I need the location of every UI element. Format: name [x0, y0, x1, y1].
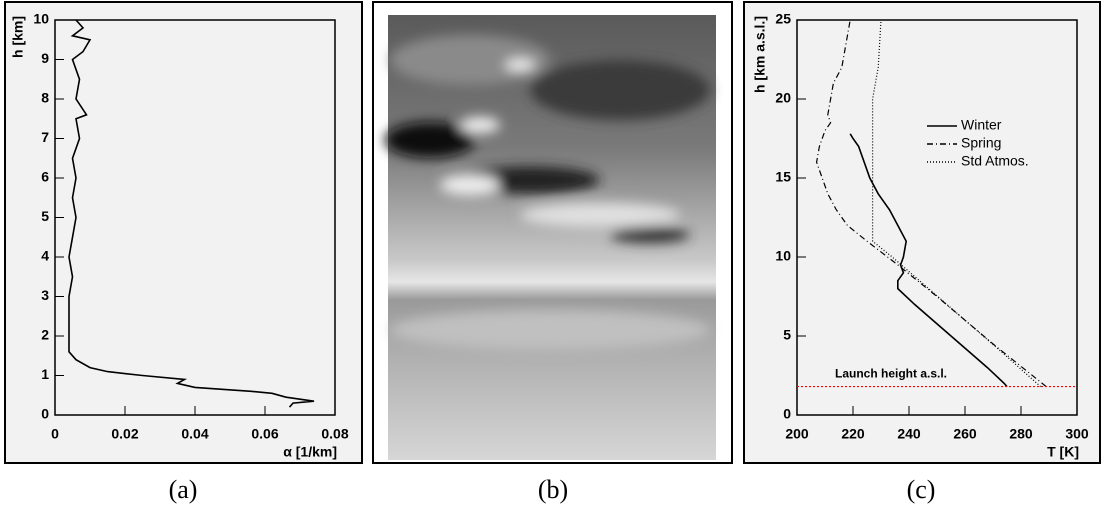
- legend-label: Std Atmos.: [961, 153, 1029, 169]
- y-tick-label: 25: [775, 11, 791, 27]
- y-tick-label: 10: [33, 11, 49, 27]
- y-tick-label: 2: [41, 327, 49, 343]
- x-tick-label: 0.06: [251, 426, 278, 442]
- x-tick-label: 240: [897, 426, 921, 442]
- plot-frame: [796, 19, 1078, 416]
- x-tick-label: 300: [1065, 426, 1089, 442]
- caption: (c): [907, 475, 936, 504]
- x-tick-label: 0.04: [181, 426, 208, 442]
- y-tick-label: 3: [41, 287, 49, 303]
- y-tick-label: 20: [775, 90, 791, 106]
- x-tick-label: 200: [785, 426, 809, 442]
- data-line: [815, 19, 1047, 388]
- y-axis-label: h [km a.s.l.]: [752, 16, 768, 93]
- legend-label: Spring: [961, 135, 1001, 151]
- y-tick-label: 1: [41, 366, 49, 382]
- x-axis-label: α [1/km]: [283, 444, 337, 460]
- y-tick-label: 15: [775, 169, 791, 185]
- x-tick-label: 260: [953, 426, 977, 442]
- panel-frame: [4, 1, 363, 464]
- x-tick-label: 0: [51, 426, 59, 442]
- y-tick-label: 6: [41, 169, 49, 185]
- sky-photo: [385, 15, 716, 460]
- y-axis-label: h [km]: [10, 16, 26, 58]
- y-tick-label: 0: [783, 406, 791, 422]
- caption: (b): [538, 475, 568, 504]
- x-tick-label: 0.08: [321, 426, 348, 442]
- y-tick-label: 10: [775, 248, 791, 264]
- annotation: Launch height a.s.l.: [835, 367, 947, 381]
- x-tick-label: 220: [841, 426, 865, 442]
- x-tick-label: 0.02: [111, 426, 138, 442]
- x-tick-label: 280: [1009, 426, 1033, 442]
- legend-label: Winter: [961, 117, 1002, 133]
- y-tick-label: 5: [41, 208, 49, 224]
- y-tick-label: 7: [41, 129, 49, 145]
- data-line: [68, 19, 315, 408]
- y-tick-label: 9: [41, 50, 49, 66]
- y-tick-label: 8: [41, 90, 49, 106]
- y-tick-label: 5: [783, 327, 791, 343]
- caption: (a): [169, 475, 198, 504]
- y-tick-label: 0: [41, 406, 49, 422]
- y-tick-label: 4: [41, 248, 49, 264]
- x-axis-label: T [K]: [1047, 444, 1079, 460]
- data-line: [849, 133, 1008, 388]
